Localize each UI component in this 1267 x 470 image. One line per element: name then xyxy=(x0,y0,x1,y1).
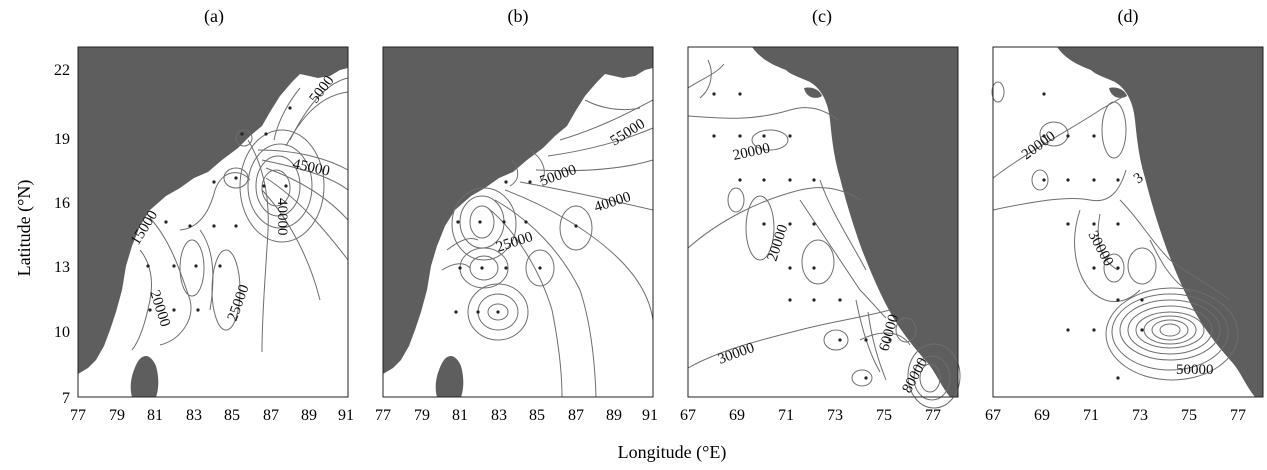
panel-frame xyxy=(382,46,654,398)
x-tick-label: 73 xyxy=(1132,407,1148,424)
x-tick-label: 69 xyxy=(729,407,745,424)
x-tick-label: 85 xyxy=(529,407,545,424)
x-tick-label: 67 xyxy=(680,407,696,424)
panel-d: (d) 20000 xyxy=(985,6,1264,424)
y-tick-label: 16 xyxy=(54,195,70,212)
y-tick-label: 22 xyxy=(54,62,70,79)
contour-lines xyxy=(991,81,1239,381)
x-tick-label: 83 xyxy=(186,407,202,424)
x-tick-label: 77 xyxy=(1230,407,1246,424)
x-tick-label: 91 xyxy=(642,407,658,424)
station-dots xyxy=(712,92,892,380)
panel-title: (d) xyxy=(1118,6,1139,27)
x-tick-label: 87 xyxy=(568,407,584,424)
x-tick-label: 71 xyxy=(1083,407,1099,424)
contour-label: 40000 xyxy=(274,198,290,236)
x-tick-label: 83 xyxy=(491,407,507,424)
contour-label: 45000 xyxy=(291,156,331,179)
panel-title: (c) xyxy=(812,6,832,27)
x-axis-title: Longitude (°E) xyxy=(618,442,727,463)
x-tick-labels: 67 69 71 73 75 77 xyxy=(680,407,941,424)
x-tick-label: 87 xyxy=(263,407,279,424)
x-tick-label: 79 xyxy=(109,407,125,424)
station-dots xyxy=(146,106,292,312)
panel-frame xyxy=(77,46,349,398)
y-tick-label: 13 xyxy=(54,259,70,276)
x-tick-label: 89 xyxy=(606,407,622,424)
station-dots xyxy=(1042,92,1144,380)
x-tick-labels: 77 79 81 83 85 87 89 91 xyxy=(375,407,658,424)
x-tick-label: 71 xyxy=(778,407,794,424)
x-tick-label: 73 xyxy=(827,407,843,424)
land-mass xyxy=(383,47,653,397)
contour-label: 50000 xyxy=(1176,362,1214,378)
y-axis-title: Latitude (°N) xyxy=(14,180,35,277)
contour-lines xyxy=(687,59,961,409)
station-dots xyxy=(454,180,578,314)
panel-frame xyxy=(687,46,959,398)
panel-frame xyxy=(992,46,1264,398)
x-tick-labels: 77 79 81 83 85 87 89 91 xyxy=(70,407,354,424)
x-tick-label: 75 xyxy=(1181,407,1197,424)
y-tick-label: 7 xyxy=(62,390,70,407)
x-tick-label: 89 xyxy=(301,407,317,424)
panel-c: (c) 20000 xyxy=(680,6,961,424)
contour-label: 20000 xyxy=(732,140,772,163)
panel-title: (a) xyxy=(204,6,224,27)
y-tick-label: 10 xyxy=(54,324,70,341)
x-tick-label: 69 xyxy=(1034,407,1050,424)
x-tick-label: 85 xyxy=(224,407,240,424)
x-tick-label: 67 xyxy=(985,407,1001,424)
y-tick-label: 19 xyxy=(54,131,70,148)
contour-lines xyxy=(131,77,349,353)
x-tick-label: 81 xyxy=(147,407,163,424)
x-tick-label: 77 xyxy=(70,407,86,424)
x-tick-label: 75 xyxy=(876,407,892,424)
land-mass xyxy=(752,47,958,397)
contour-lines xyxy=(441,99,654,398)
x-tick-label: 79 xyxy=(414,407,430,424)
land-mass xyxy=(1057,47,1263,397)
x-tick-labels: 67 69 71 73 75 77 xyxy=(985,407,1246,424)
panel-b: (b) xyxy=(375,6,658,424)
panel-title: (b) xyxy=(508,6,529,27)
x-tick-label: 77 xyxy=(925,407,941,424)
x-tick-label: 91 xyxy=(338,407,354,424)
y-tick-labels: 22 19 16 13 10 7 xyxy=(54,62,70,407)
panel-a: (a) xyxy=(70,6,354,424)
x-tick-label: 77 xyxy=(375,407,391,424)
land-mass xyxy=(78,47,348,397)
x-tick-label: 81 xyxy=(452,407,468,424)
